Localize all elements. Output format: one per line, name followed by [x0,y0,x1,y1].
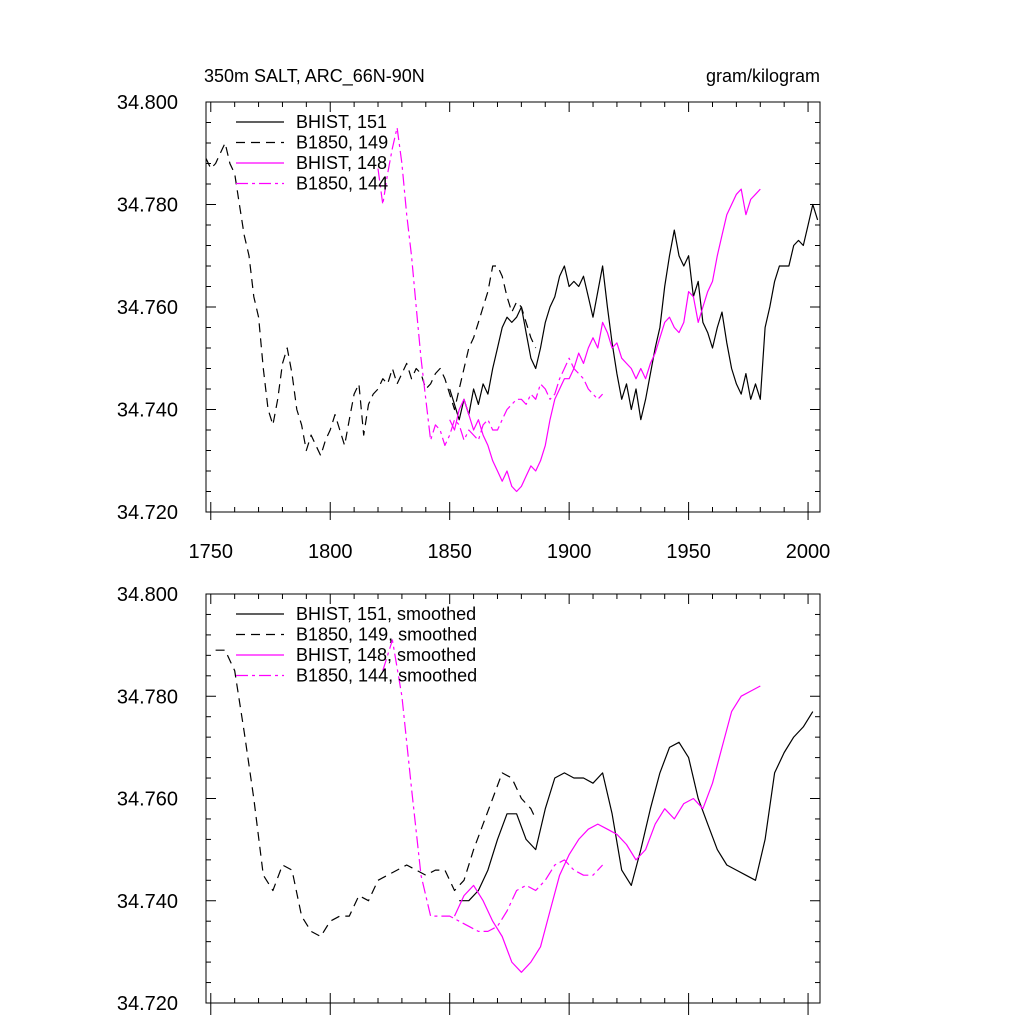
y-tick-label: 34.760 [117,297,178,319]
x-tick-label: 1950 [666,541,711,563]
y-tick-label: 34.780 [117,686,178,708]
y-tick-label: 34.740 [117,891,178,913]
x-tick-label: 1800 [308,541,353,563]
y-tick-label: 34.740 [117,400,178,422]
series-line [449,203,819,421]
legend-label: BHIST, 148, smoothed [296,645,476,665]
x-tick-label: 2000 [786,541,831,563]
top-panel: 34.720 34.740 34.760 34.780 34.800 1750 1800 18… [117,92,830,563]
legend-label: B1850, 149, smoothed [296,625,477,645]
y-tick-label: 34.760 [117,789,178,811]
x-tick-label: 1750 [189,541,234,563]
series-line [453,685,761,973]
legend-label: B1850, 144 [296,174,388,194]
legend-label: B1850, 149 [296,133,388,153]
series-line [382,639,604,933]
y-tick-label: 34.800 [117,92,178,114]
legend-label: BHIST, 151, smoothed [296,604,476,624]
series-line [215,649,537,938]
legend-label: BHIST, 151 [296,112,387,132]
x-tick-label: 1850 [427,541,472,563]
y-tick-label: 34.720 [117,502,178,524]
chart-title-left: 350m SALT, ARC_66N-90N [204,66,425,87]
y-tick-label: 34.780 [117,195,178,217]
legend-label: BHIST, 148 [296,153,387,173]
y-tick-label: 34.800 [117,584,178,606]
y-tick-label: 34.720 [117,993,178,1015]
series-line [459,711,814,902]
series-line [377,126,604,446]
series-line [205,142,537,457]
series-line [449,188,761,493]
bottom-panel: 34.720 34.740 34.760 34.780 34.800 BHIST, 151… [117,584,821,1015]
chart-units-label: gram/kilogram [706,66,820,86]
x-tick-label: 1900 [547,541,592,563]
legend-label: B1850, 144, smoothed [296,666,477,686]
